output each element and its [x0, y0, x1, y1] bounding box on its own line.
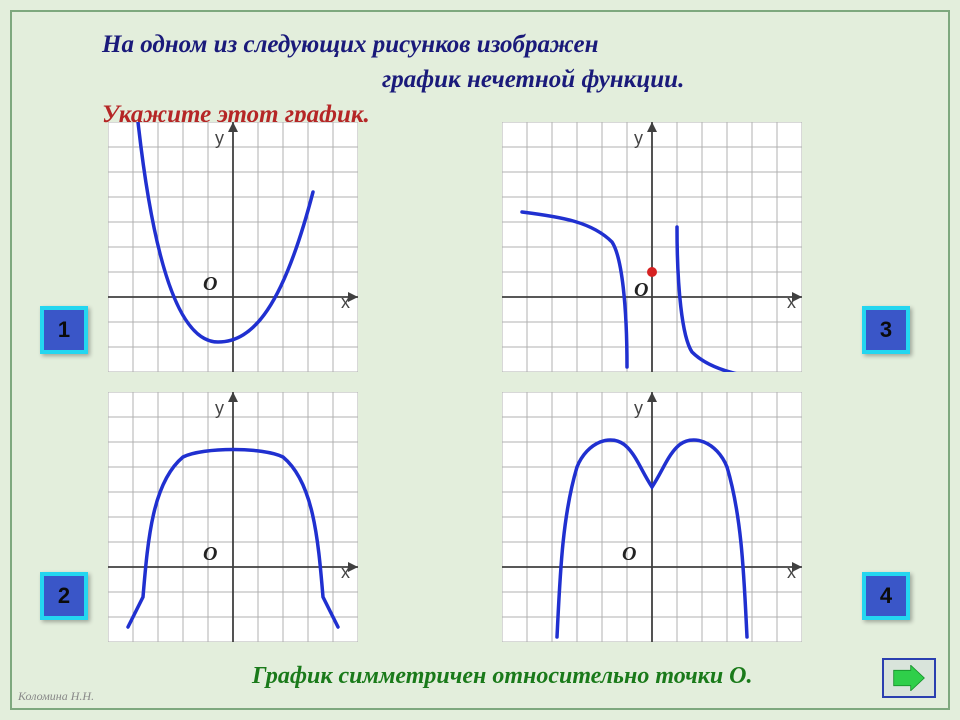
chart-panel-p4: y x О — [502, 392, 802, 642]
y-axis-label: y — [215, 398, 224, 419]
chart-panel-p2: y x О — [108, 392, 358, 642]
chart-svg — [502, 392, 802, 642]
title-line1: На одном из следующих рисунков изображен — [102, 31, 598, 58]
y-axis-label: y — [634, 128, 643, 149]
x-axis-label: x — [787, 562, 796, 583]
title-line2: график нечетной функции. — [102, 62, 902, 97]
next-button[interactable] — [882, 658, 936, 698]
chart-panel-p1: y x О — [108, 122, 358, 372]
origin-label: О — [203, 273, 217, 296]
y-axis-label: y — [215, 128, 224, 149]
chart-panel-p3: y x О — [502, 122, 802, 372]
chart-svg — [108, 392, 358, 642]
origin-label: О — [634, 279, 648, 302]
x-axis-label: x — [787, 292, 796, 313]
hint-text: График симметричен относительно точки О. — [252, 663, 753, 690]
x-axis-label: x — [341, 292, 350, 313]
origin-label: О — [622, 543, 636, 566]
answer-button-3[interactable]: 3 — [862, 306, 910, 354]
answer-button-2[interactable]: 2 — [40, 572, 88, 620]
chart-svg — [108, 122, 358, 372]
origin-label: О — [203, 543, 217, 566]
origin-highlight-dot — [647, 267, 657, 277]
answer-button-label: 3 — [880, 317, 892, 343]
chart-svg — [502, 122, 802, 372]
slide-frame: На одном из следующих рисунков изображен… — [10, 10, 950, 710]
answer-button-label: 1 — [58, 317, 70, 343]
answer-button-label: 2 — [58, 583, 70, 609]
author-credit: Коломина Н.Н. — [18, 689, 94, 704]
answer-button-label: 4 — [880, 583, 892, 609]
answer-button-1[interactable]: 1 — [40, 306, 88, 354]
function-curve — [138, 122, 313, 342]
title-block: На одном из следующих рисунков изображен… — [102, 27, 902, 132]
answer-button-4[interactable]: 4 — [862, 572, 910, 620]
function-curve — [522, 212, 787, 372]
y-axis-label: y — [634, 398, 643, 419]
arrow-right-icon — [892, 665, 926, 691]
x-axis-label: x — [341, 562, 350, 583]
